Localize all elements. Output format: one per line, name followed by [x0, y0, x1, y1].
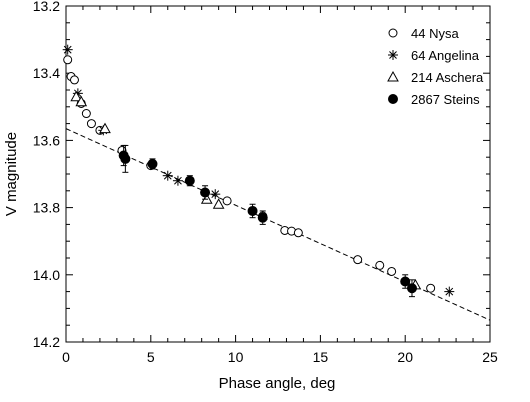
legend-marker-64-angelina: [388, 50, 398, 60]
legend-label-44-nysa: 44 Nysa: [411, 26, 459, 41]
legend-marker-2867-steins: [388, 94, 398, 104]
legend-marker-214-aschera: [387, 70, 399, 82]
point-214-aschera: [212, 198, 225, 209]
y-tick-label: 13.6: [33, 132, 60, 148]
point-2867-steins: [200, 187, 211, 198]
x-tick-label: 20: [397, 349, 413, 365]
point-64-angelina: [210, 189, 221, 200]
y-tick-label: 14.2: [33, 334, 60, 350]
point-2867-steins: [257, 212, 268, 223]
point-214-aschera: [75, 95, 88, 107]
point-44-nysa: [86, 119, 96, 129]
x-tick-label: 15: [313, 349, 329, 365]
legend-label-64-angelina: 64 Angelina: [411, 48, 480, 63]
x-tick-label: 10: [228, 349, 244, 365]
legend-label-2867-steins: 2867 Steins: [411, 92, 480, 107]
y-tick-label: 13.2: [33, 0, 60, 14]
point-44-nysa: [293, 228, 303, 238]
x-axis-title: Phase angle, deg: [219, 375, 336, 392]
point-44-nysa: [375, 260, 385, 270]
x-tick-label: 5: [147, 349, 155, 365]
point-214-aschera: [99, 122, 111, 134]
point-44-nysa: [353, 255, 363, 265]
point-44-nysa: [63, 55, 73, 65]
point-44-nysa: [69, 75, 79, 85]
point-44-nysa: [222, 196, 232, 206]
point-64-angelina: [162, 170, 173, 181]
point-44-nysa: [81, 109, 91, 119]
y-tick-label: 13.4: [33, 65, 60, 81]
point-2867-steins: [120, 153, 131, 164]
point-2867-steins: [147, 158, 158, 169]
point-2867-steins: [400, 276, 411, 287]
x-tick-label: 25: [482, 349, 498, 365]
y-tick-label: 14.0: [33, 267, 60, 283]
y-tick-label: 13.8: [33, 200, 60, 216]
point-2867-steins: [184, 175, 195, 186]
point-2867-steins: [247, 205, 258, 216]
y-axis-title: V magnitude: [3, 132, 20, 216]
legend-label-214-aschera: 214 Aschera: [411, 70, 484, 85]
point-44-nysa: [387, 266, 397, 276]
point-214-aschera: [70, 90, 83, 102]
point-2867-steins: [406, 283, 417, 294]
point-64-angelina: [72, 88, 83, 99]
point-64-angelina: [444, 286, 455, 297]
legend-marker-44-nysa: [388, 28, 398, 38]
point-64-angelina: [62, 44, 73, 55]
point-64-angelina: [172, 175, 183, 186]
point-44-nysa: [426, 283, 436, 293]
x-tick-label: 0: [62, 349, 70, 365]
